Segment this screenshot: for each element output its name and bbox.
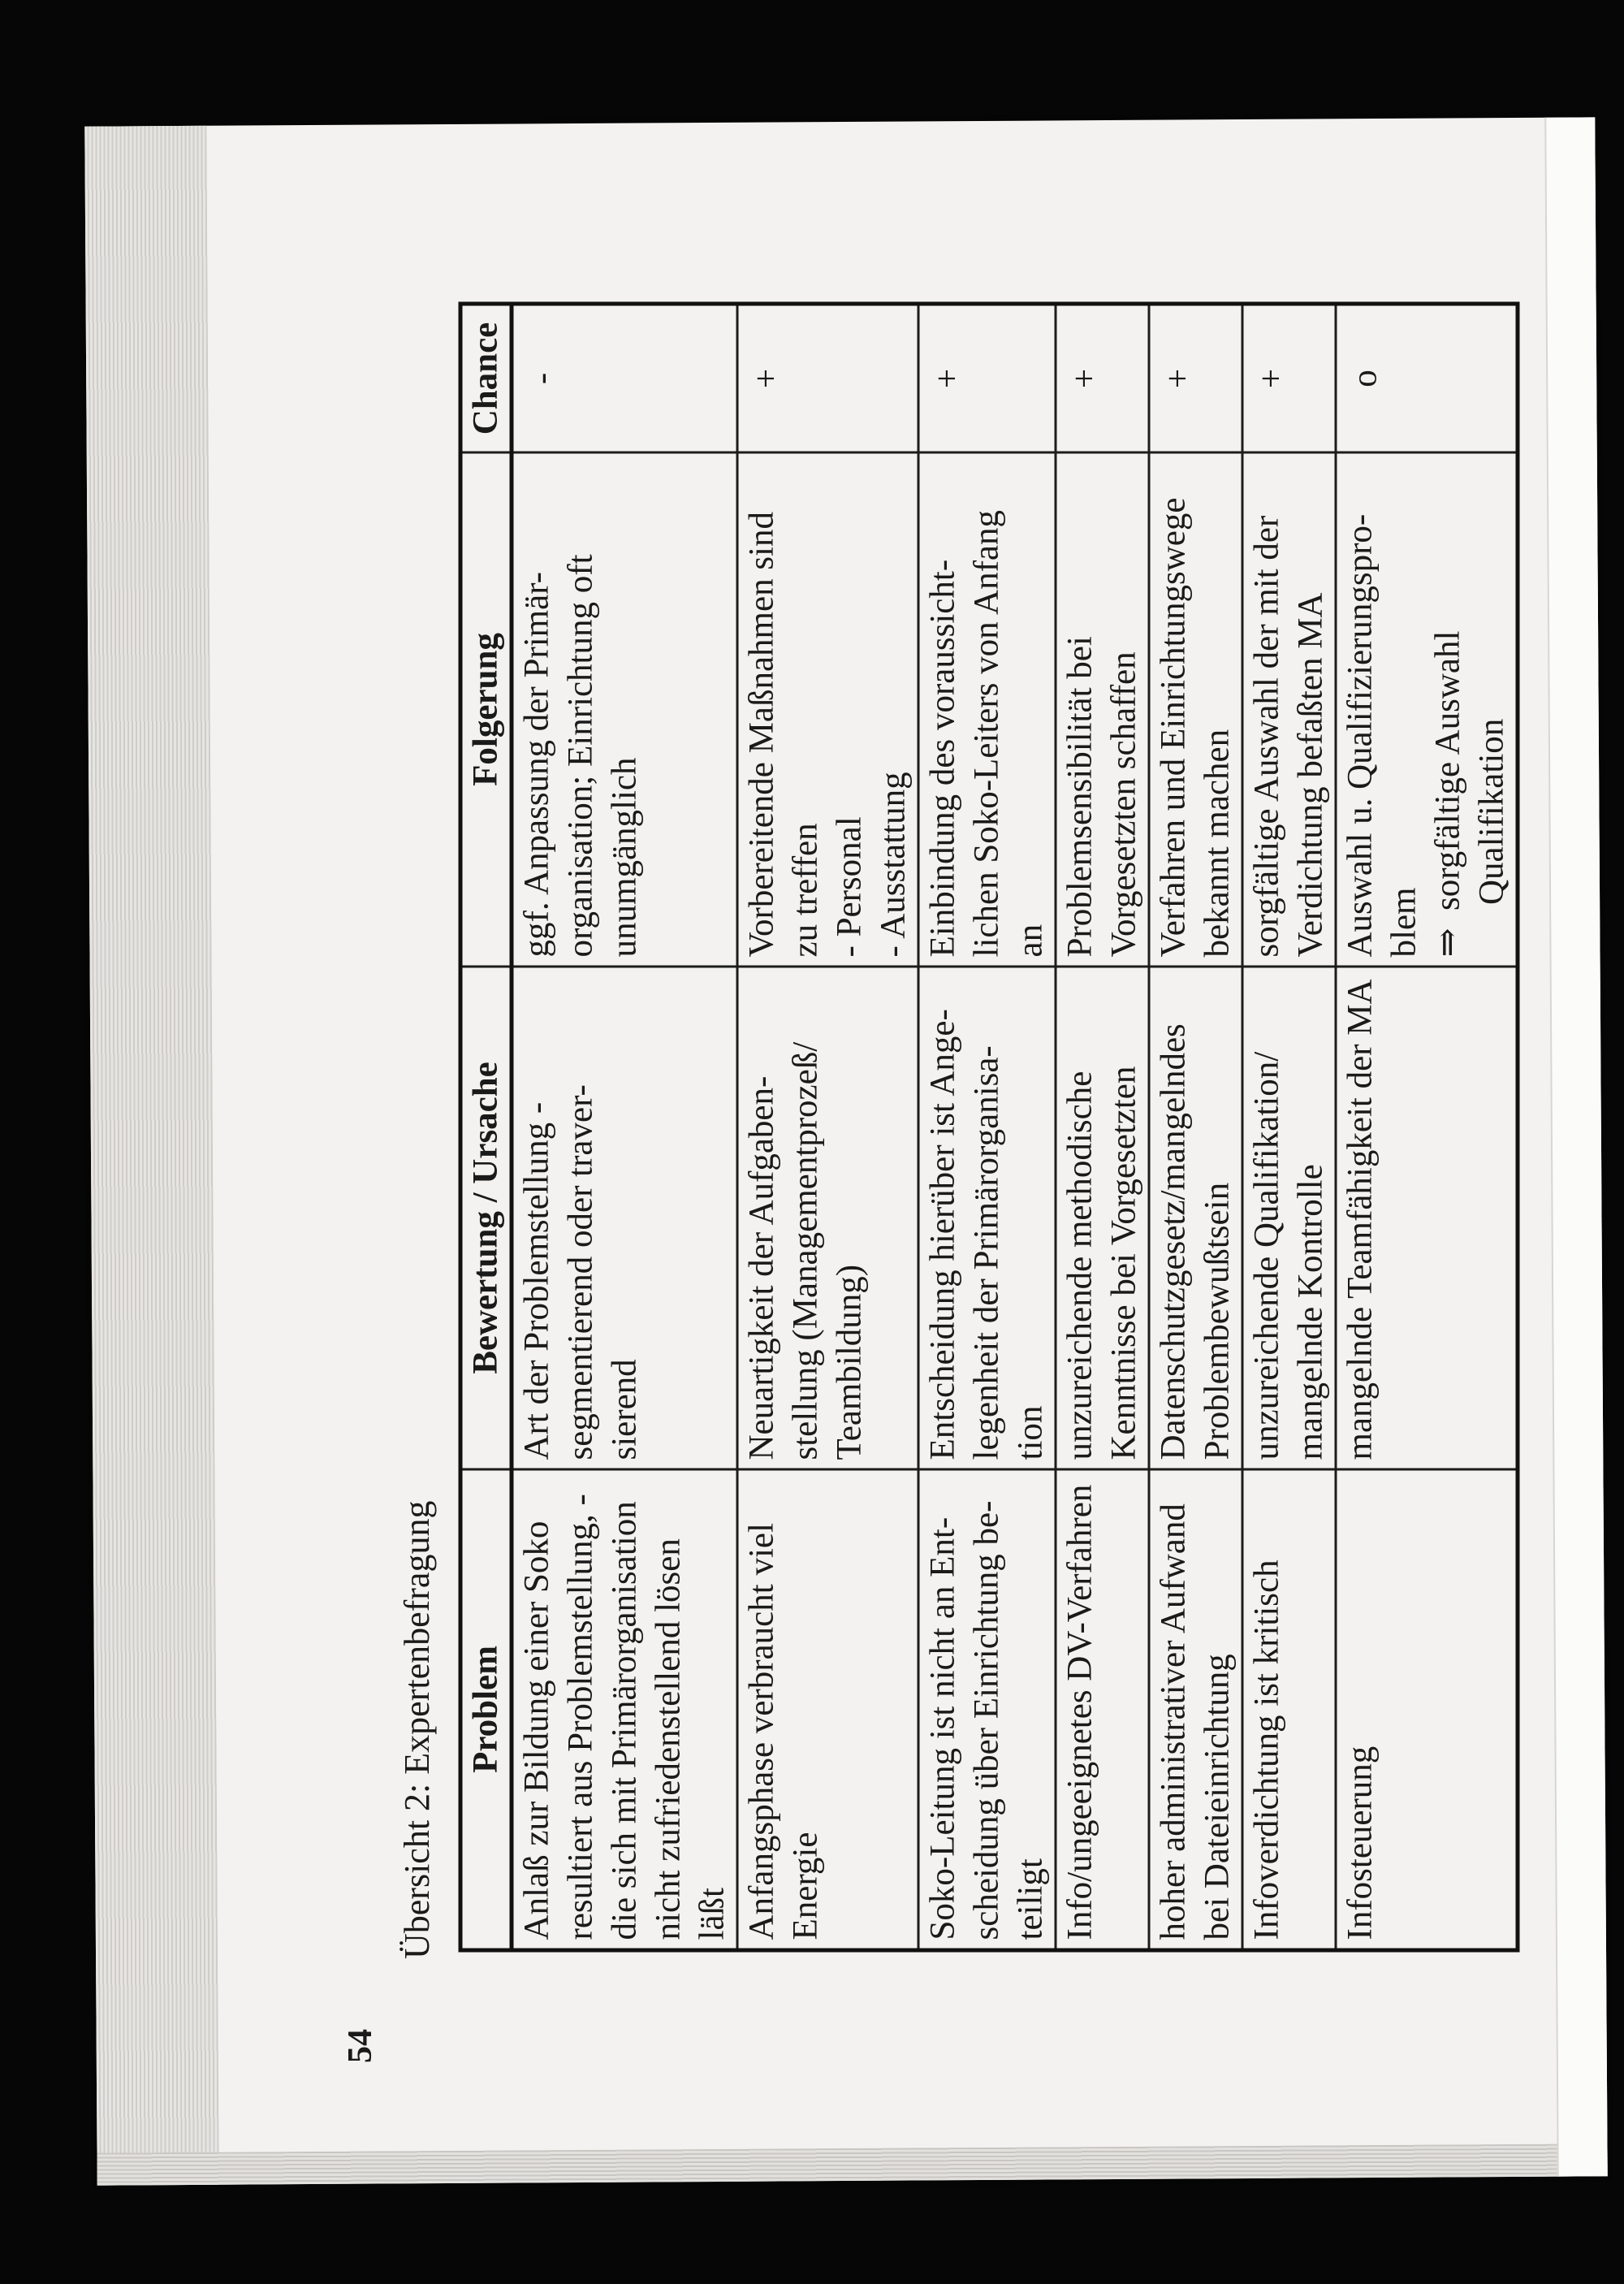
- cell-line: nicht zufriedenstellend lösen: [649, 1538, 688, 1940]
- table-row: hoher administrativer Aufwand bei Dateiei…: [1149, 304, 1242, 1950]
- cell-folgerung: Verfahren und Einrichtungswege bekannt ma…: [1149, 452, 1242, 967]
- cell-chance: -: [512, 304, 737, 452]
- cell-line: Verfahren und Einrichtungswege: [1154, 497, 1193, 958]
- cell-folgerung: sorgfältige Auswahl der mit der Verdichtu…: [1242, 452, 1336, 967]
- cell-problem: Infosteuerung: [1336, 1469, 1518, 1950]
- cell-line: Entscheidung hierüber ist Ange-: [923, 1009, 962, 1460]
- cell-folgerung: Problemsensibilität bei Vorgesetzten scha…: [1056, 452, 1149, 967]
- facing-page-edge: [1544, 117, 1608, 2177]
- cell-problem: Info/ungeeignetes DV-Verfahren: [1056, 1469, 1149, 1950]
- cell-line: unumgänglich: [605, 757, 644, 958]
- cell-bewertung: Datenschutzgesetz/mangelndes Problembewuß…: [1149, 967, 1242, 1469]
- cell-chance: +: [918, 304, 1056, 452]
- cell-chance: +: [1056, 304, 1149, 452]
- cell-bewertung: unzureichende methodische Kenntnisse bei …: [1056, 967, 1149, 1469]
- page-edges: [84, 125, 219, 2186]
- cell-line: Info/ungeeignetes DV-Verfahren: [1060, 1484, 1099, 1940]
- cell-line: die sich mit Primärorganisation: [605, 1501, 644, 1940]
- cell-line: Verdichtung befaßten MA: [1291, 592, 1330, 958]
- cell-bewertung: Neuartigkeit der Aufgaben-stellung (Mana…: [737, 967, 918, 1469]
- table-row: Anfangsphase verbraucht viel Energie Neuar…: [737, 304, 918, 1950]
- cell-line: Vorbereitende Maßnahmen sind: [742, 511, 781, 958]
- cell-bewertung: unzureichende Qualifikation/mangelnde Ko…: [1242, 967, 1336, 1469]
- cell-line: Auswahl u. Qualifizierungspro-: [1341, 513, 1380, 958]
- cell-line: lichen Soko-Leiters von Anfang: [967, 509, 1006, 958]
- cell-bewertung: Entscheidung hierüber ist Ange-legenheit…: [918, 967, 1056, 1469]
- table-row: Soko-Leitung ist nicht an Ent-scheidung …: [918, 304, 1056, 1950]
- page-number: 54: [342, 2029, 379, 2063]
- cell-chance: +: [1149, 304, 1242, 452]
- header-problem: Problem: [460, 1469, 512, 1950]
- cell-line: Einbindung des voraussicht-: [923, 559, 962, 958]
- cell-line: läßt: [693, 1888, 732, 1940]
- cell-chance: +: [1242, 304, 1336, 452]
- cell-line: blem: [1384, 887, 1423, 958]
- cell-line: legenheit der Primärorganisa-: [967, 1045, 1006, 1460]
- cell-line: Kenntnisse bei Vorgesetzten: [1104, 1066, 1143, 1460]
- cell-line: Anfangsphase verbraucht viel: [742, 1523, 781, 1940]
- cell-line: zu treffen: [786, 823, 825, 958]
- cell-line: hoher administrativer Aufwand: [1154, 1503, 1193, 1940]
- cell-folgerung: Auswahl u. Qualifizierungspro-blem ⇒ sorg…: [1336, 452, 1518, 967]
- cell-line: Infoverdichtung ist kritisch: [1247, 1559, 1286, 1940]
- cell-line: ⇒ sorgfältige Auswahl: [1428, 630, 1467, 958]
- cell-chance: o: [1336, 304, 1518, 452]
- cell-line: - Ausstattung: [874, 772, 913, 958]
- cell-line: scheidung über Einrichtung be-: [967, 1500, 1006, 1940]
- cell-line: Energie: [786, 1832, 825, 1940]
- cell-line: Soko-Leitung ist nicht an Ent-: [923, 1516, 962, 1940]
- table-row: Infosteuerung mangelnde Teamfähigkeit der…: [1336, 304, 1518, 1950]
- cell-folgerung: Einbindung des voraussicht-lichen Soko-L…: [918, 452, 1056, 967]
- cell-line: Teambildung): [830, 1264, 869, 1460]
- cell-bewertung: Art der Problemstellung - segmentierend o…: [512, 967, 737, 1469]
- cell-line: organisation; Einrichtung oft: [561, 554, 600, 958]
- cell-line: Anlaß zur Bildung einer Soko: [517, 1521, 556, 1940]
- cell-line: Art der Problemstellung -: [517, 1101, 556, 1460]
- cell-line: - Personal: [830, 816, 869, 958]
- cell-line: sorgfältige Auswahl der mit der: [1247, 515, 1286, 958]
- cell-line: tion: [1011, 1405, 1050, 1460]
- cell-line: bei Dateieinrichtung: [1198, 1654, 1237, 1940]
- cell-line: an: [1011, 924, 1050, 958]
- cell-line: Problemsensibilität bei: [1060, 636, 1099, 958]
- cell-line: Problembewußtsein: [1198, 1182, 1237, 1460]
- cell-problem: Infoverdichtung ist kritisch: [1242, 1469, 1336, 1950]
- table-row: Infoverdichtung ist kritisch unzureichend…: [1242, 304, 1336, 1950]
- cell-line: mangelnde Teamfähigkeit der MA: [1341, 979, 1380, 1460]
- cell-line: segmentierend oder traver-: [561, 1084, 600, 1460]
- cell-line: sierend: [605, 1359, 644, 1460]
- cell-line: unzureichende Qualifikation/: [1247, 1051, 1286, 1460]
- cell-bewertung: mangelnde Teamfähigkeit der MA: [1336, 967, 1518, 1469]
- cell-line: ggf. Anpassung der Primär-: [517, 572, 556, 958]
- expert-survey-table-wrapper: Problem Bewertung / Ursache Folgerung Ch…: [458, 301, 1520, 1953]
- cell-line: teiligt: [1011, 1858, 1050, 1940]
- cell-line: bekannt machen: [1198, 729, 1237, 958]
- cell-line: stellung (Managementprozeß/: [786, 1041, 825, 1460]
- cell-problem: Soko-Leitung ist nicht an Ent-scheidung …: [918, 1469, 1056, 1950]
- page-edges-bottom: [97, 2143, 1608, 2186]
- header-folgerung: Folgerung: [460, 452, 512, 967]
- header-row: Problem Bewertung / Ursache Folgerung Ch…: [460, 304, 512, 1950]
- cell-line: resultiert aus Problemstellung, -: [561, 1494, 600, 1940]
- cell-line: Vorgesetzten schaffen: [1104, 651, 1143, 958]
- header-chance: Chance: [460, 304, 512, 452]
- cell-folgerung: ggf. Anpassung der Primär-organisation; …: [512, 452, 737, 967]
- cell-line: Qualifikation: [1472, 718, 1511, 958]
- cell-line: Neuartigkeit der Aufgaben-: [742, 1075, 781, 1460]
- table-caption: Übersicht 2: Expertenbefragung: [397, 1500, 437, 1959]
- header-bewertung: Bewertung / Ursache: [460, 967, 512, 1469]
- cell-line: unzureichende methodische: [1060, 1071, 1099, 1460]
- cell-problem: Anfangsphase verbraucht viel Energie: [737, 1469, 918, 1950]
- cell-line: mangelnde Kontrolle: [1291, 1164, 1330, 1460]
- table-row: Anlaß zur Bildung einer Soko resultiert a…: [512, 304, 737, 1950]
- cell-folgerung: Vorbereitende Maßnahmen sind zu treffen - …: [737, 452, 918, 967]
- cell-problem: Anlaß zur Bildung einer Soko resultiert a…: [512, 1469, 737, 1950]
- cell-problem: hoher administrativer Aufwand bei Dateiei…: [1149, 1469, 1242, 1950]
- expert-survey-table: Problem Bewertung / Ursache Folgerung Ch…: [458, 301, 1520, 1953]
- cell-line: Infosteuerung: [1341, 1745, 1380, 1940]
- table-row: Info/ungeeignetes DV-Verfahren unzureiche…: [1056, 304, 1149, 1950]
- cell-chance: +: [737, 304, 918, 452]
- cell-line: Datenschutzgesetz/mangelndes: [1154, 1023, 1193, 1460]
